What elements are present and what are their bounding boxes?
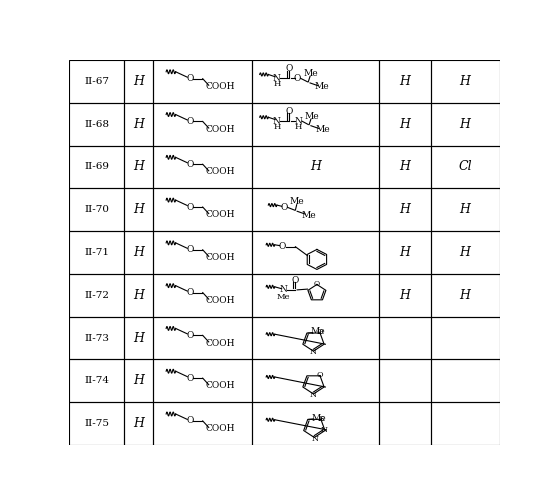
Text: N: N [310, 348, 317, 356]
Text: O: O [186, 288, 194, 297]
Text: Me: Me [289, 197, 304, 206]
Text: II-73: II-73 [84, 334, 109, 342]
Text: H: H [400, 75, 410, 88]
Text: H: H [133, 332, 144, 344]
Text: O: O [186, 74, 194, 83]
Text: H: H [133, 118, 144, 130]
Text: II-70: II-70 [84, 205, 109, 214]
Text: Me: Me [315, 82, 329, 92]
Text: O: O [292, 276, 299, 285]
Text: Me: Me [316, 125, 330, 134]
Text: H: H [400, 246, 410, 259]
Text: COOH: COOH [205, 82, 235, 91]
Text: O: O [285, 107, 292, 116]
Text: Me: Me [311, 414, 326, 422]
Text: O: O [314, 280, 320, 288]
Text: Me: Me [302, 210, 316, 220]
Text: COOH: COOH [205, 382, 235, 390]
Text: H: H [310, 160, 321, 173]
Text: H: H [460, 289, 471, 302]
Text: H: H [400, 289, 410, 302]
Text: COOH: COOH [205, 424, 235, 433]
Text: O: O [294, 74, 301, 83]
Text: H: H [460, 75, 471, 88]
Text: COOH: COOH [205, 124, 235, 134]
Text: H: H [133, 289, 144, 302]
Text: II-75: II-75 [84, 419, 109, 428]
Text: II-68: II-68 [84, 120, 109, 128]
Text: O: O [186, 374, 194, 382]
Text: H: H [133, 75, 144, 88]
Text: O: O [186, 331, 194, 340]
Text: N: N [321, 426, 327, 434]
Text: H: H [460, 246, 471, 259]
Text: N: N [279, 286, 287, 294]
Text: H: H [460, 118, 471, 130]
Text: Me: Me [304, 112, 319, 120]
Text: II-67: II-67 [84, 77, 109, 86]
Text: Me: Me [276, 293, 290, 301]
Text: COOH: COOH [205, 296, 235, 305]
Text: O: O [281, 203, 289, 212]
Text: Me: Me [310, 328, 325, 336]
Text: S: S [318, 414, 324, 422]
Text: Cl: Cl [458, 160, 472, 173]
Text: O: O [285, 64, 292, 73]
Text: N: N [273, 74, 281, 83]
Text: II-71: II-71 [84, 248, 109, 257]
Text: H: H [400, 203, 410, 216]
Text: H: H [133, 374, 144, 388]
Text: COOH: COOH [205, 168, 235, 176]
Text: H: H [295, 123, 302, 131]
Text: N: N [295, 116, 302, 126]
Text: COOH: COOH [205, 253, 235, 262]
Text: O: O [317, 371, 324, 379]
Text: H: H [400, 160, 410, 173]
Text: H: H [400, 118, 410, 130]
Text: N: N [273, 116, 281, 126]
Text: N: N [310, 390, 317, 398]
Text: O: O [279, 242, 286, 251]
Text: O: O [186, 160, 194, 168]
Text: COOH: COOH [205, 210, 235, 219]
Text: II-69: II-69 [84, 162, 109, 172]
Text: II-72: II-72 [84, 291, 109, 300]
Text: H: H [273, 80, 281, 88]
Text: O: O [317, 328, 324, 336]
Text: O: O [186, 246, 194, 254]
Text: II-74: II-74 [84, 376, 109, 386]
Text: H: H [133, 160, 144, 173]
Text: O: O [186, 416, 194, 426]
Text: H: H [133, 203, 144, 216]
Text: COOH: COOH [205, 338, 235, 347]
Text: N: N [311, 434, 318, 442]
Text: H: H [133, 417, 144, 430]
Text: H: H [460, 203, 471, 216]
Text: O: O [186, 202, 194, 211]
Text: H: H [273, 123, 281, 131]
Text: Me: Me [303, 69, 318, 78]
Text: O: O [186, 117, 194, 126]
Text: H: H [133, 246, 144, 259]
